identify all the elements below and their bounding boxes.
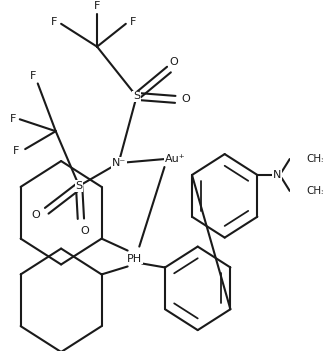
Text: F: F <box>9 114 16 124</box>
Text: F: F <box>30 71 36 80</box>
Text: O: O <box>32 210 40 220</box>
Text: Au⁺: Au⁺ <box>165 154 185 164</box>
Text: O: O <box>80 226 89 236</box>
Text: O: O <box>169 57 178 67</box>
Text: S: S <box>76 181 83 191</box>
Text: F: F <box>130 17 136 27</box>
Text: CH₃: CH₃ <box>306 186 323 196</box>
Text: PH: PH <box>127 253 142 264</box>
Text: O: O <box>182 94 191 104</box>
Text: N: N <box>273 170 281 180</box>
Text: N⁻: N⁻ <box>111 158 126 168</box>
Text: F: F <box>51 17 57 27</box>
Text: F: F <box>13 146 19 156</box>
Text: CH₃: CH₃ <box>306 154 323 164</box>
Text: S: S <box>133 91 140 101</box>
Text: F: F <box>94 1 100 11</box>
